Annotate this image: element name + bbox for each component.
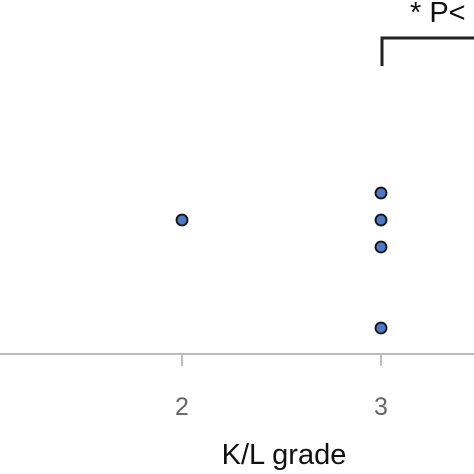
- x-tick-label: 3: [374, 393, 388, 421]
- data-points: [175, 186, 388, 335]
- significance-annotation: * P<: [410, 0, 466, 29]
- data-point: [374, 186, 388, 200]
- data-point: [374, 321, 388, 335]
- x-tick-label: 2: [175, 393, 189, 421]
- significance-bracket: [380, 36, 474, 66]
- data-point: [175, 213, 189, 227]
- data-point: [374, 240, 388, 254]
- data-point: [374, 213, 388, 227]
- x-axis-label: K/L grade: [222, 439, 347, 471]
